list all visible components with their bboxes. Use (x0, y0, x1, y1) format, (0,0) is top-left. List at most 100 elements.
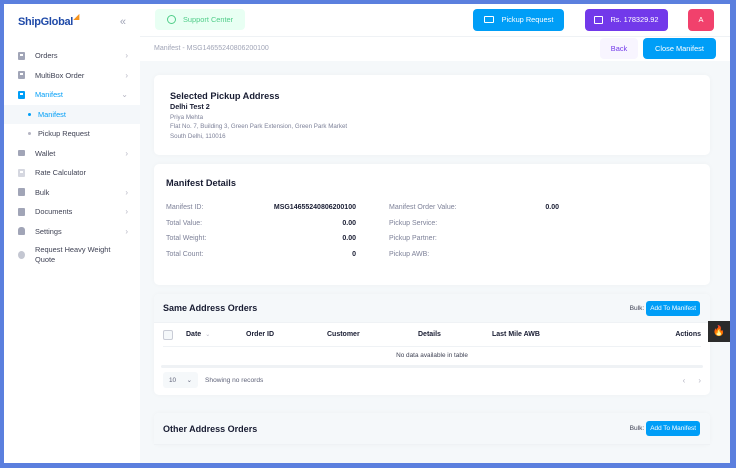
user-settings-icon (18, 227, 25, 236)
file-icon (18, 188, 25, 197)
wallet-icon (594, 15, 604, 24)
detail-value: 0 (352, 250, 356, 258)
sidebar-subitem-pickup-request[interactable]: Pickup Request (4, 124, 140, 144)
other-address-orders-card: Other Address Orders Bulk: Add To Manife… (154, 413, 710, 445)
detail-value: 0.00 (545, 204, 559, 212)
add-to-manifest-button[interactable]: Add To Manifest (646, 300, 700, 316)
table-footer: 10 ⌄ Showing no records ‹ › (154, 368, 710, 395)
toolbar: Manifest - MSG14655240806200100 Back Clo… (140, 36, 730, 61)
detail-row-pickup-awb: Pickup AWB: (389, 247, 559, 263)
pickup-address-card: Selected Pickup Address Delhi Test 2 Pri… (154, 75, 710, 155)
pickup-request-label: Pickup Request (501, 15, 554, 25)
column-label: Date (186, 331, 202, 338)
support-center-button[interactable]: Support Center (155, 9, 246, 31)
fire-icon[interactable]: 🔥 (708, 321, 730, 342)
topbar: Support Center Pickup Request Rs. 178329… (140, 4, 730, 37)
other-address-orders-title: Other Address Orders (163, 423, 258, 434)
sidebar-item-orders[interactable]: Orders › (4, 46, 140, 66)
column-details: Details (418, 331, 441, 338)
detail-label: Pickup Partner: (389, 235, 437, 243)
detail-label: Manifest ID: (166, 204, 204, 212)
table-header: Date ⌄ Order ID Customer Details Last Mil… (163, 323, 701, 347)
brand-name: ShipGlobal (18, 16, 74, 28)
sort-chevron-icon: ⌄ (205, 332, 211, 338)
pickup-address-name: Delhi Test 2 (170, 102, 210, 111)
sidebar-item-label: Documents (35, 207, 73, 217)
detail-label: Total Weight: (166, 235, 207, 243)
avatar[interactable]: A (688, 8, 714, 31)
detail-value: 0.00 (342, 235, 356, 243)
sidebar-item-rate-calculator[interactable]: Rate Calculator (4, 163, 140, 183)
chevron-right-icon: › (125, 148, 128, 158)
bullet-icon (28, 132, 31, 136)
next-page-button[interactable]: › (698, 375, 701, 385)
same-address-orders-title: Same Address Orders (163, 303, 258, 313)
orders-table: Date ⌄ Order ID Customer Details Last Mil… (154, 323, 710, 364)
sidebar-item-settings[interactable]: Settings › (4, 222, 140, 242)
manifest-details-card: Manifest Details Manifest ID: MSG14655240… (154, 164, 710, 285)
sidebar-item-label: Wallet (35, 148, 56, 158)
detail-label: Pickup AWB: (389, 250, 430, 258)
column-date[interactable]: Date ⌄ (186, 331, 246, 338)
column-customer: Customer (327, 331, 360, 338)
detail-row-total-count: Total Count: 0 (166, 247, 356, 263)
column-order-id: Order ID (246, 331, 275, 338)
sidebar-item-multibox-order[interactable]: MultiBox Order › (4, 66, 140, 86)
select-all-checkbox[interactable] (163, 329, 173, 340)
sidebar-item-manifest[interactable]: Manifest ⌄ (4, 85, 140, 105)
chevron-right-icon: › (125, 226, 128, 236)
sidebar-item-label: Manifest (35, 90, 63, 100)
sidebar-item-documents[interactable]: Documents › (4, 202, 140, 222)
double-chevron-left-icon[interactable]: « (119, 16, 126, 28)
sidebar: ShipGlobal ◢ « Orders › MultiBox Order › … (4, 4, 140, 463)
sidebar-item-label: Request Heavy Weight Quote (35, 245, 111, 264)
sidebar-header: ShipGlobal ◢ « (4, 4, 140, 40)
records-info: Showing no records (205, 376, 264, 384)
sidebar-nav: Orders › MultiBox Order › Manifest ⌄ Man… (4, 46, 140, 269)
sidebar-item-request-heavy-weight-quote[interactable]: Request Heavy Weight Quote (4, 241, 140, 269)
empty-table-message: No data available in table (396, 352, 468, 359)
detail-row-pickup-service: Pickup Service: (389, 216, 559, 232)
details-left-column: Manifest ID: MSG14655240806200100 Total V… (166, 200, 356, 262)
page-content: Selected Pickup Address Delhi Test 2 Pri… (140, 61, 730, 463)
pickup-request-button[interactable]: Pickup Request (473, 8, 564, 31)
brand-logo[interactable]: ShipGlobal ◢ (18, 12, 79, 28)
truck-icon (483, 16, 494, 24)
sidebar-item-wallet[interactable]: Wallet › (4, 144, 140, 164)
wallet-balance-button[interactable]: Rs. 178329.92 (585, 8, 668, 31)
sidebar-subitem-label: Manifest (38, 109, 66, 119)
detail-label: Total Count: (166, 250, 204, 258)
chevron-right-icon: › (125, 70, 128, 80)
page-size-select[interactable]: 10 ⌄ (163, 372, 198, 388)
support-center-label: Support Center (183, 15, 234, 25)
detail-row-manifest-id: Manifest ID: MSG14655240806200100 (166, 200, 356, 216)
multibox-icon (18, 71, 25, 80)
sidebar-item-bulk[interactable]: Bulk › (4, 183, 140, 203)
manifest-details-title: Manifest Details (166, 178, 236, 188)
manifest-icon (18, 90, 25, 99)
close-manifest-button[interactable]: Close Manifest (643, 38, 716, 60)
sidebar-item-label: Bulk (35, 187, 50, 197)
chevron-down-icon: ⌄ (121, 90, 128, 100)
sidebar-subitem-manifest[interactable]: Manifest (4, 104, 140, 124)
detail-row-total-weight: Total Weight: 0.00 (166, 231, 356, 247)
add-to-manifest-button[interactable]: Add To Manifest (646, 421, 700, 436)
pickup-contact: Priya Mehta (170, 113, 204, 121)
document-icon (18, 207, 25, 216)
back-button[interactable]: Back (600, 38, 638, 60)
bulk-label: Bulk: (629, 425, 645, 432)
breadcrumb: Manifest - MSG14655240806200100 (154, 45, 269, 53)
pickup-address-line1: Flat No. 7, Building 3, Green Park Exten… (170, 123, 348, 130)
detail-row-manifest-order-value: Manifest Order Value: 0.00 (389, 200, 559, 216)
previous-page-button[interactable]: ‹ (682, 375, 686, 385)
horizontal-scrollbar[interactable] (161, 365, 703, 368)
chevron-right-icon: › (125, 187, 128, 197)
detail-value: 0.00 (342, 219, 356, 227)
orders-icon (18, 51, 25, 60)
detail-label: Total Value: (166, 219, 203, 227)
sidebar-item-label: Settings (35, 226, 62, 236)
weight-icon (18, 251, 25, 259)
same-address-orders-header: Same Address Orders Bulk: Add To Manifes… (154, 294, 710, 323)
detail-label: Manifest Order Value: (389, 204, 457, 212)
sidebar-item-label: Rate Calculator (35, 168, 86, 178)
